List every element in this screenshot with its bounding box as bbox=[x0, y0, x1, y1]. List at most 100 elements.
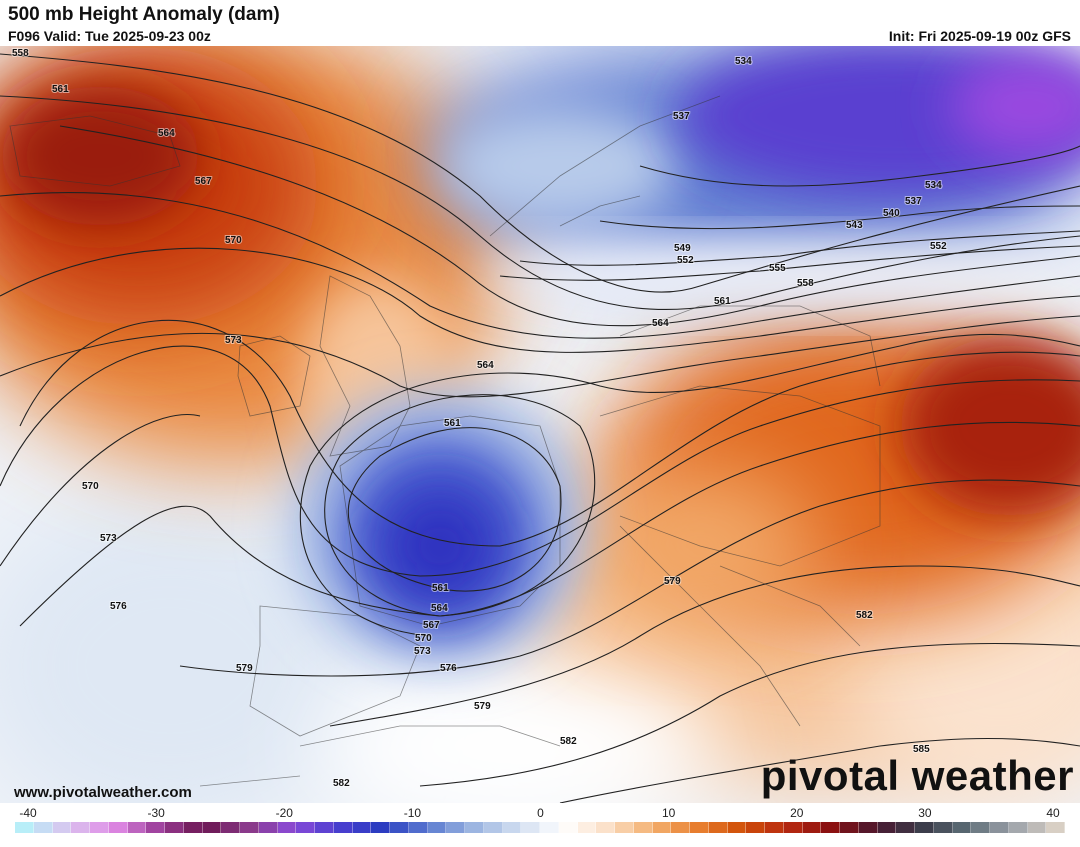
contour-label: 582 bbox=[333, 778, 350, 789]
colorbar-cell bbox=[483, 822, 503, 833]
colorbar-tick: -10 bbox=[403, 806, 422, 820]
contour-line bbox=[324, 394, 596, 617]
colorbar-cell bbox=[990, 822, 1009, 833]
colorbar-cell bbox=[952, 822, 972, 833]
colorbar-cell bbox=[577, 822, 597, 833]
contour-label: 570 bbox=[225, 235, 242, 246]
contour-labels: 558 561 564 567 570 573 570 573 576 579 564 561 561 5… bbox=[11, 47, 948, 790]
colorbar-cell bbox=[33, 822, 53, 833]
contour-label: 561 bbox=[52, 84, 69, 95]
colorbar-cell bbox=[15, 822, 34, 833]
colorbar-cell bbox=[390, 822, 409, 833]
brand-logo: pivotal weather bbox=[760, 752, 1074, 799]
colorbar-cell bbox=[765, 822, 784, 833]
contour-label: 549 bbox=[674, 243, 691, 254]
contour-line bbox=[559, 737, 1080, 803]
colorbar-cell bbox=[633, 822, 653, 833]
colorbar-cell bbox=[90, 822, 109, 833]
contour-label: 573 bbox=[414, 646, 431, 657]
colorbar-cell bbox=[427, 822, 447, 833]
colorbar-cell bbox=[896, 822, 915, 833]
contour-label: 579 bbox=[664, 576, 681, 587]
colorbar-cell bbox=[408, 822, 428, 833]
contour-label: 564 bbox=[158, 128, 175, 139]
colorbar-cell bbox=[240, 822, 259, 833]
contour-line bbox=[59, 125, 1080, 327]
contour-label: 564 bbox=[477, 360, 494, 371]
contour-label: 552 bbox=[677, 255, 694, 266]
colorbar-cell bbox=[127, 822, 147, 833]
colorbar-cell bbox=[371, 822, 390, 833]
colorbar-cell bbox=[652, 822, 672, 833]
contour-line bbox=[299, 333, 1080, 637]
colorbar-tick: 30 bbox=[918, 806, 932, 820]
colorbar-cell bbox=[165, 822, 184, 833]
contour-label: 570 bbox=[415, 633, 432, 644]
contour-label: 582 bbox=[560, 736, 577, 747]
contour-label: 537 bbox=[905, 196, 922, 207]
colorbar-cell bbox=[877, 822, 897, 833]
contour-label: 579 bbox=[474, 701, 491, 712]
website-credit: www.pivotalweather.com bbox=[14, 784, 192, 801]
colorbar-tick: -30 bbox=[147, 806, 165, 820]
colorbar-cell bbox=[202, 822, 222, 833]
colorbar-cell bbox=[596, 822, 615, 833]
colorbar bbox=[15, 822, 1065, 833]
colorbar-cell bbox=[727, 822, 747, 833]
contour-label: 534 bbox=[735, 56, 752, 67]
contour-line bbox=[19, 319, 1080, 547]
contour-line bbox=[19, 421, 1080, 627]
contour-line bbox=[0, 247, 1080, 353]
contour-label: 576 bbox=[110, 601, 127, 612]
contour-label: 555 bbox=[769, 263, 786, 274]
contour-label: 561 bbox=[714, 296, 731, 307]
contour-label: 564 bbox=[652, 318, 669, 329]
contour-label: 573 bbox=[100, 533, 117, 544]
borders bbox=[9, 95, 881, 787]
contour-label: 585 bbox=[913, 744, 930, 755]
contour-line bbox=[329, 565, 1080, 727]
colorbar-cell bbox=[352, 822, 372, 833]
colorbar-cell bbox=[502, 822, 522, 833]
contour-line bbox=[0, 315, 1080, 398]
colorbar-cell bbox=[933, 822, 953, 833]
colorbar-cell bbox=[915, 822, 934, 833]
contour-label: 537 bbox=[673, 111, 690, 122]
contour-line bbox=[179, 479, 1080, 677]
colorbar-tick: 20 bbox=[790, 806, 804, 820]
colorbar-cell bbox=[858, 822, 878, 833]
colorbar-cell bbox=[746, 822, 765, 833]
colorbar-cell bbox=[558, 822, 578, 833]
colorbar-cell bbox=[802, 822, 822, 833]
colorbar-tick: 0 bbox=[537, 806, 544, 820]
colorbar-cell bbox=[1046, 822, 1065, 833]
contour-label: 552 bbox=[930, 241, 947, 252]
contour-line bbox=[0, 53, 1080, 293]
contour-label: 540 bbox=[883, 208, 900, 219]
colorbar-cell bbox=[615, 822, 634, 833]
colorbar-cell bbox=[315, 822, 334, 833]
colorbar-cell bbox=[108, 822, 128, 833]
contour-label: 558 bbox=[797, 278, 814, 289]
colorbar-cell bbox=[540, 822, 559, 833]
colorbar-cell bbox=[333, 822, 353, 833]
colorbar-cell bbox=[690, 822, 709, 833]
contour-line bbox=[519, 230, 1080, 266]
colorbar-cell bbox=[52, 822, 72, 833]
colorbar-cell bbox=[258, 822, 278, 833]
valid-time: F096 Valid: Tue 2025-09-23 00z bbox=[8, 28, 211, 44]
contour-label: 558 bbox=[12, 48, 29, 59]
colorbar-tick: 10 bbox=[661, 806, 676, 820]
colorbar-tick: -20 bbox=[275, 806, 293, 820]
map-title: 500 mb Height Anomaly (dam) bbox=[8, 4, 280, 25]
colorbar-tick: 40 bbox=[1046, 806, 1060, 820]
contour-line bbox=[0, 414, 201, 567]
contour-line bbox=[499, 245, 1080, 281]
height-contours bbox=[0, 53, 1080, 803]
colorbar-cell bbox=[821, 822, 840, 833]
colorbar-cell bbox=[277, 822, 297, 833]
colorbar-cell bbox=[971, 822, 990, 833]
contour-label: 543 bbox=[846, 220, 863, 231]
colorbar-cell bbox=[840, 822, 859, 833]
height-anomaly-map: 558 561 564 567 570 573 570 573 576 579 564 561 561 5… bbox=[0, 46, 1080, 803]
